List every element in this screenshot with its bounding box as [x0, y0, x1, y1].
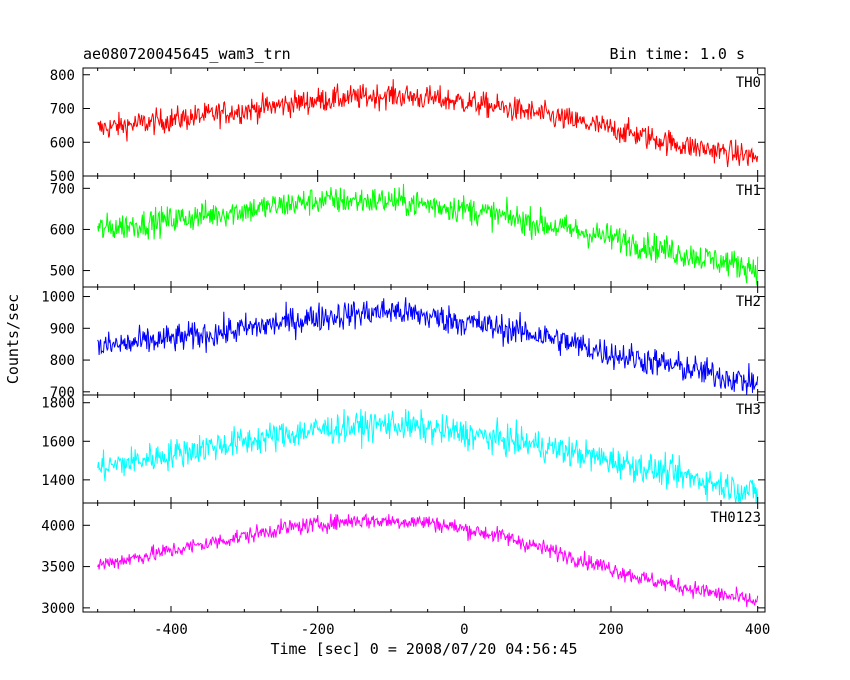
- y-tick-label: 700: [50, 385, 75, 401]
- y-tick-label: 4000: [41, 518, 75, 534]
- series-line-th0123: [97, 513, 759, 607]
- series-line-th0: [97, 79, 759, 168]
- panel-label: TH0123: [710, 510, 761, 526]
- x-tick-label: -200: [301, 622, 335, 638]
- bin-time-label: Bin time: 1.0 s: [610, 45, 745, 63]
- y-tick-label: 1800: [41, 396, 75, 412]
- y-tick-label: 700: [50, 181, 75, 197]
- panel-label: TH2: [736, 294, 761, 310]
- y-tick-label: 800: [50, 353, 75, 369]
- x-tick-label: 200: [598, 622, 623, 638]
- y-tick-label: 3000: [41, 601, 75, 617]
- chart-title: ae080720045645_wam3_trn: [83, 45, 291, 63]
- series-line-th3: [97, 408, 759, 504]
- y-tick-label: 1000: [41, 290, 75, 306]
- panel-label: TH1: [736, 183, 761, 199]
- panel-frame: [82, 286, 766, 396]
- panel-th3: 1400 1600 1800 TH3: [41, 394, 766, 504]
- panel-th0123: 3000 3500 4000 TH0123: [41, 502, 766, 617]
- y-tick-label: 800: [50, 68, 75, 84]
- y-tick-label: 600: [50, 222, 75, 238]
- y-tick-label: 500: [50, 264, 75, 280]
- series-line-th1: [97, 183, 759, 286]
- panel-th0: 500 600 700 800 TH0: [50, 67, 766, 185]
- y-tick-label: 600: [50, 135, 75, 151]
- panel-frame: [82, 67, 766, 177]
- x-axis-label: Time [sec] 0 = 2008/07/20 04:56:45: [270, 640, 577, 658]
- x-tick-label: 400: [745, 622, 770, 638]
- y-axis-label: Counts/sec: [4, 294, 22, 384]
- panel-frame: [82, 502, 766, 613]
- x-axis: -400 -200 0 200 400: [97, 68, 770, 638]
- y-tick-label: 900: [50, 321, 75, 337]
- panel-frame: [82, 175, 766, 288]
- y-tick-label: 700: [50, 102, 75, 118]
- panel-th1: 500 600 700 TH1: [50, 175, 766, 288]
- x-tick-label: -400: [154, 622, 188, 638]
- y-tick-label: 3500: [41, 560, 75, 576]
- y-tick-label: 500: [50, 169, 75, 185]
- panel-label: TH0: [736, 75, 761, 91]
- panels-group: 500 600 700 800 TH0 500 600 700 TH1 700 800 900 1000…: [41, 67, 766, 617]
- series-line-th2: [97, 297, 759, 395]
- x-tick-label: 0: [460, 622, 468, 638]
- y-tick-label: 1600: [41, 434, 75, 450]
- panel-th2: 700 800 900 1000 TH2: [41, 286, 766, 401]
- panel-label: TH3: [736, 402, 761, 418]
- y-tick-label: 1400: [41, 473, 75, 489]
